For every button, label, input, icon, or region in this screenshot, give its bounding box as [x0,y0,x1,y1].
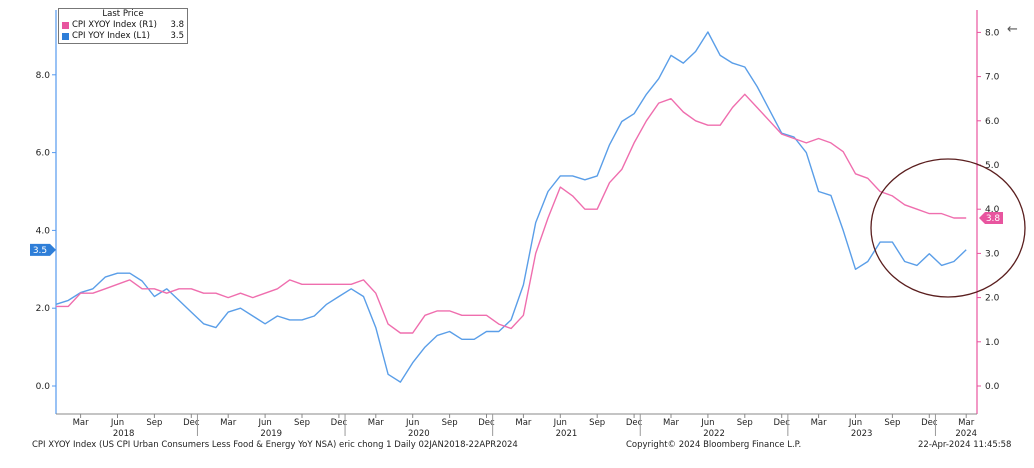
legend-entry-cpi[interactable]: CPI YOY Index (L1) 3.5 [59,31,187,42]
x-month-label: Sep [442,418,458,428]
x-month-label: Mar [368,418,385,428]
x-year-label: 2022 [703,429,725,439]
legend-label: CPI YOY Index (L1) [72,31,150,41]
x-axis: Mar Jun Sep Dec Mar Jun Sep Dec Mar Jun Sep Dec Mar J… [56,413,977,439]
x-month-label: Sep [146,418,162,428]
x-month-label: Dec [626,418,643,428]
x-month-label: Mar [515,418,532,428]
right-tick-label: 6.0 [985,117,1000,127]
legend-title: Last Price [102,9,144,19]
x-month-label: Dec [331,418,348,428]
x-month-label: Jun [553,418,567,428]
x-month-label: Sep [589,418,605,428]
right-last-value-tag [979,212,1003,225]
x-month-label: Mar [958,418,975,428]
last-value-tags: 3.5 3.8 [30,212,1003,256]
x-month-label: Jun [405,418,419,428]
right-tick-label: 0.0 [985,382,1000,392]
x-month-label: Sep [294,418,310,428]
left-tick-label: 4.0 [36,226,51,236]
back-arrow-icon[interactable]: ← [1007,22,1018,37]
x-year-label: 2024 [955,429,977,439]
right-tick-label: 1.0 [985,338,1000,348]
x-year-label: 2018 [113,429,135,439]
right-tick-label: 8.0 [985,28,1000,38]
cpi-yoy-line [55,31,967,383]
x-month-label: Mar [811,418,828,428]
annotation-layer [870,158,1026,298]
right-y-axis: 0.0 1.0 2.0 3.0 4.0 5.0 6.0 7.0 8.0 [976,10,1000,414]
x-month-label: Jun [700,418,714,428]
highlight-circle [870,158,1026,298]
left-y-axis: 0.0 2.0 4.0 6.0 8.0 [36,10,57,414]
right-tick-label: 2.0 [985,294,1000,304]
legend-entry-core-cpi[interactable]: CPI XYOY Index (R1) 3.8 [59,20,187,31]
x-month-label: Jun [848,418,862,428]
x-year-label: 2020 [408,429,430,439]
x-year-label: 2023 [851,429,873,439]
series-layer [55,31,967,383]
right-tick-label: 7.0 [985,73,1000,83]
x-month-label: Jun [110,418,124,428]
footer-copyright: Copyright© 2024 Bloomberg Finance L.P. [626,440,802,450]
left-tick-label: 6.0 [36,149,51,159]
legend-label: CPI XYOY Index (R1) [72,20,157,30]
footer-timestamp: 22-Apr-2024 11:45:58 [918,440,1012,450]
footer-description: CPI XYOY Index (US CPI Urban Consumers L… [32,440,518,450]
x-year-label: 2019 [260,429,282,439]
legend: Last Price CPI XYOY Index (R1) 3.8 CPI Y… [58,8,188,44]
x-month-label: Sep [737,418,753,428]
legend-value: 3.8 [170,20,184,30]
left-last-value-tag [30,243,56,256]
x-month-label: Dec [478,418,495,428]
left-tick-label: 0.0 [36,382,51,392]
left-tick-label: 8.0 [36,71,51,81]
x-year-label: 2021 [556,429,578,439]
x-month-label: Mar [663,418,680,428]
left-tick-label: 2.0 [36,304,51,314]
legend-swatch-core-cpi [62,22,69,29]
legend-value: 3.5 [170,31,184,41]
cpi-xyoy-line [56,93,967,334]
x-month-label: Mar [220,418,237,428]
x-month-label: Jun [257,418,271,428]
right-tick-label: 5.0 [985,161,1000,171]
left-last-value-text: 3.5 [33,246,47,256]
x-month-label: Dec [921,418,938,428]
x-month-label: Dec [183,418,200,428]
right-last-value-text: 3.8 [986,214,1001,224]
x-month-label: Dec [773,418,790,428]
x-month-label: Sep [884,418,900,428]
x-month-label: Mar [73,418,90,428]
right-tick-label: 3.0 [985,249,1000,259]
right-tick-label: 4.0 [985,205,1000,215]
legend-swatch-cpi [62,33,69,40]
